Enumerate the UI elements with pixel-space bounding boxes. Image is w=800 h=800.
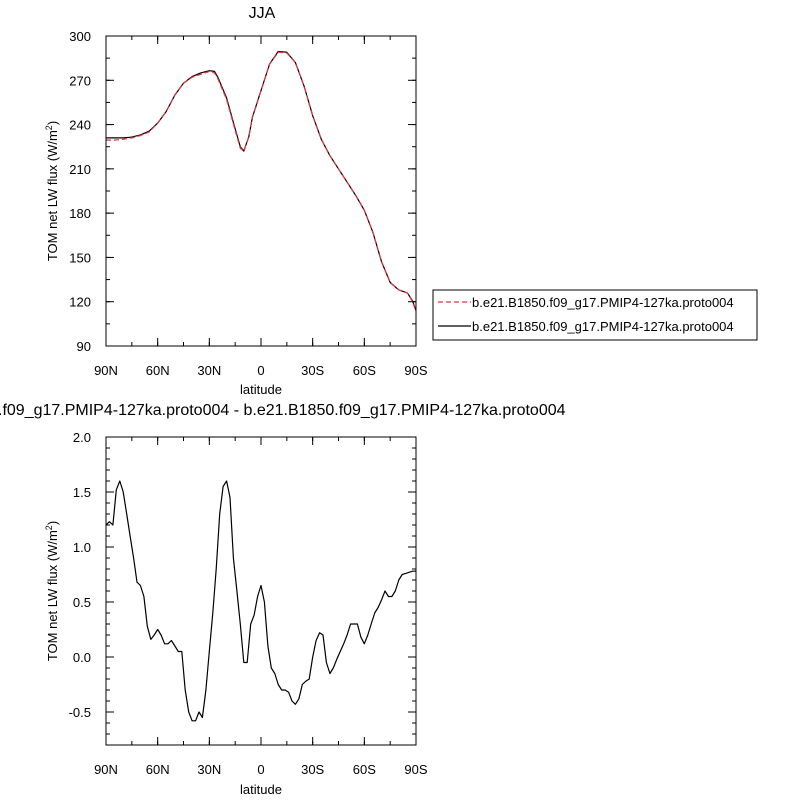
- top-y-axis-label: TOM net LW flux (W/m2): [44, 121, 60, 261]
- top-y-tick-label: 210: [69, 162, 91, 177]
- chart-bottom: .f09_g17.PMIP4-127ka.proto004 - b.e21.B1…: [0, 402, 566, 797]
- bottom-y-tick-label: 0.5: [73, 595, 91, 610]
- chart-top-title: JJA: [249, 5, 276, 22]
- top-y-tick-label: 150: [69, 250, 91, 265]
- bottom-plot-area: 90N 60N 30N 0 30S 60S 90S -0.5 0.0 0.5 1.0 1.5 2.0: [69, 430, 428, 777]
- bottom-y-axis-label: TOM net LW flux (W/m2): [44, 521, 60, 661]
- bottom-y-tick-label: 1.0: [73, 540, 91, 555]
- top-plot-frame: [105, 35, 417, 347]
- bottom-x-tick-label: 60S: [353, 762, 376, 777]
- chart-bottom-title: .f09_g17.PMIP4-127ka.proto004 - b.e21.B1…: [0, 402, 566, 419]
- bottom-x-tick-label: 30S: [301, 762, 324, 777]
- top-y-tick-label: 90: [77, 339, 91, 354]
- legend: b.e21.B1850.f09_g17.PMIP4-127ka.proto004…: [432, 289, 758, 341]
- top-y-tick-label: 180: [69, 206, 91, 221]
- top-x-tick-label: 0: [257, 363, 264, 378]
- top-x-axis-label: latitude: [240, 382, 282, 397]
- bottom-series-line-solid: [105, 480, 416, 722]
- bottom-y-tick-label: 0.0: [73, 650, 91, 665]
- bottom-x-axis-label: latitude: [240, 782, 282, 797]
- bottom-y-tick-label: -0.5: [69, 705, 91, 720]
- bottom-plot-frame: [105, 436, 417, 746]
- bottom-x-tick-label: 90S: [404, 762, 427, 777]
- top-series-line-dashed: [106, 51, 417, 313]
- bottom-x-tick-label: 90N: [94, 762, 118, 777]
- bottom-x-tick-label: 0: [257, 762, 264, 777]
- bottom-y-tick-label: 2.0: [73, 430, 91, 445]
- top-x-tick-label: 90N: [94, 363, 118, 378]
- legend-box: [432, 289, 758, 341]
- top-x-tick-label: 90S: [404, 363, 427, 378]
- top-y-tick-label: 300: [69, 29, 91, 44]
- legend-label-1: b.e21.B1850.f09_g17.PMIP4-127ka.proto004: [472, 295, 734, 310]
- bottom-y-tick-label: 1.5: [73, 485, 91, 500]
- bottom-x-tick-label: 30N: [197, 762, 221, 777]
- top-x-tick-label: 30S: [301, 363, 324, 378]
- bottom-x-tick-label: 60N: [146, 762, 170, 777]
- top-x-tick-label: 60S: [353, 363, 376, 378]
- top-y-tick-label: 120: [69, 295, 91, 310]
- top-x-tick-label: 30N: [197, 363, 221, 378]
- top-plot-area: 90N 60N 30N 0 30S 60S 90S 90 120 150 180 210 240 270 3…: [69, 29, 428, 378]
- top-x-tick-label: 60N: [146, 363, 170, 378]
- chart-top: JJA 90N 60N 30N 0 30S 60S 90S 90 120 150 180 210 240…: [44, 5, 428, 397]
- legend-label-2: b.e21.B1850.f09_g17.PMIP4-127ka.proto004: [472, 319, 734, 334]
- top-y-tick-label: 270: [69, 73, 91, 88]
- top-series-line-solid: [106, 50, 417, 311]
- top-y-tick-label: 240: [69, 118, 91, 133]
